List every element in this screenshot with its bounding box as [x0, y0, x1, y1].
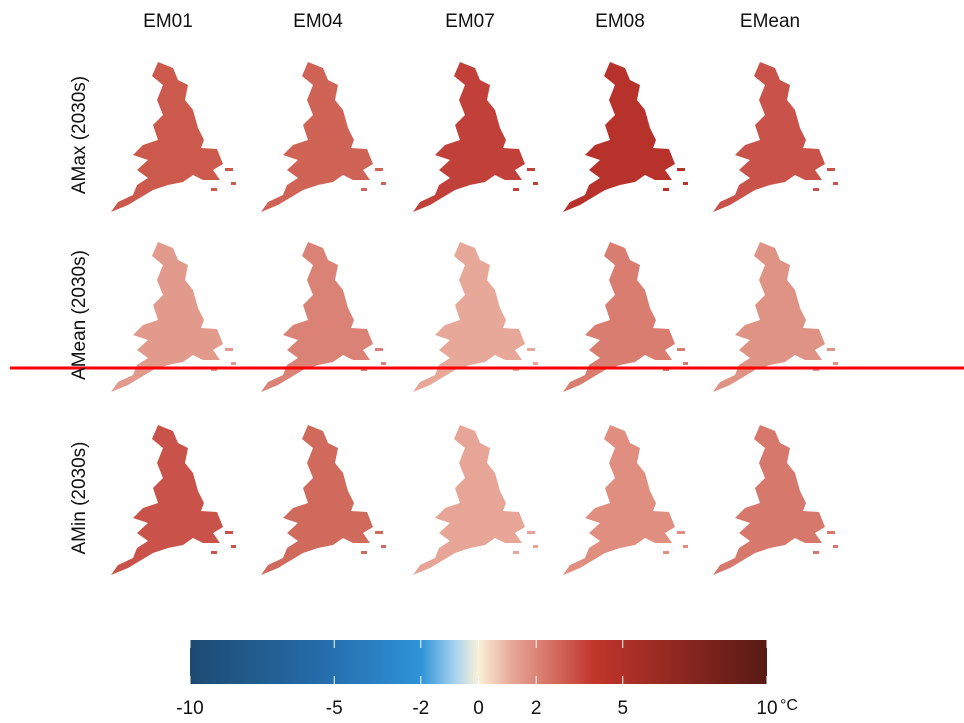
island [361, 551, 367, 554]
island [677, 531, 685, 534]
island [211, 551, 217, 554]
map-region [261, 62, 373, 212]
island [533, 182, 538, 185]
island [683, 545, 688, 548]
island [513, 188, 519, 191]
map-region [111, 62, 223, 212]
island [375, 531, 383, 534]
island [827, 168, 835, 171]
island [231, 182, 236, 185]
map-region [713, 62, 825, 212]
island [683, 182, 688, 185]
figure: -10 -5 -2 0 2 5 10°C EM01 EM04 EM07 EM08 EMean AMax… [0, 0, 964, 723]
island [833, 545, 838, 548]
column-label: EM07 [445, 11, 495, 32]
island [813, 551, 819, 554]
column-label: EMean [740, 11, 800, 32]
row-label: AMean (2030s) [69, 250, 90, 380]
row-label: AMin (2030s) [69, 442, 90, 555]
map [111, 425, 236, 575]
island [663, 551, 669, 554]
island [827, 348, 835, 351]
map [261, 62, 386, 212]
island [375, 348, 383, 351]
island [225, 531, 233, 534]
island [381, 362, 386, 365]
island [677, 348, 685, 351]
island [231, 545, 236, 548]
map [563, 62, 688, 212]
island [533, 362, 538, 365]
island [813, 188, 819, 191]
island [381, 545, 386, 548]
column-label: EM08 [595, 11, 645, 32]
island [533, 545, 538, 548]
map-region [413, 62, 525, 212]
map-region [413, 425, 525, 575]
map [413, 425, 538, 575]
colorbar-tick-label: 2 [531, 698, 542, 719]
map-region [563, 425, 675, 575]
island [225, 168, 233, 171]
map [261, 425, 386, 575]
colorbar-tick-label: -5 [326, 698, 343, 719]
map-region [713, 425, 825, 575]
island [211, 188, 217, 191]
map-region [261, 425, 373, 575]
colorbar-tick-label: -10 [176, 698, 203, 719]
colorbar-unit: °C [780, 697, 798, 714]
island [225, 348, 233, 351]
colorbar-tick-label: 0 [473, 698, 484, 719]
column-label: EM01 [143, 11, 193, 32]
map-region [111, 425, 223, 575]
island [527, 531, 535, 534]
island [833, 182, 838, 185]
island [527, 168, 535, 171]
island [677, 168, 685, 171]
colorbar-tick-label: -2 [412, 698, 429, 719]
map [713, 425, 838, 575]
island [375, 168, 383, 171]
island [361, 188, 367, 191]
island [683, 362, 688, 365]
island [381, 182, 386, 185]
map [413, 62, 538, 212]
colorbar-tick-label: 10 [756, 698, 777, 719]
map [111, 62, 236, 212]
island [513, 551, 519, 554]
map [563, 425, 688, 575]
colorbar-tick-label: 5 [617, 698, 628, 719]
island [527, 348, 535, 351]
island [663, 188, 669, 191]
island [827, 531, 835, 534]
map-region [563, 62, 675, 212]
map [713, 62, 838, 212]
column-label: EM04 [293, 11, 343, 32]
island [231, 362, 236, 365]
island [833, 362, 838, 365]
row-label: AMax (2030s) [69, 76, 90, 194]
